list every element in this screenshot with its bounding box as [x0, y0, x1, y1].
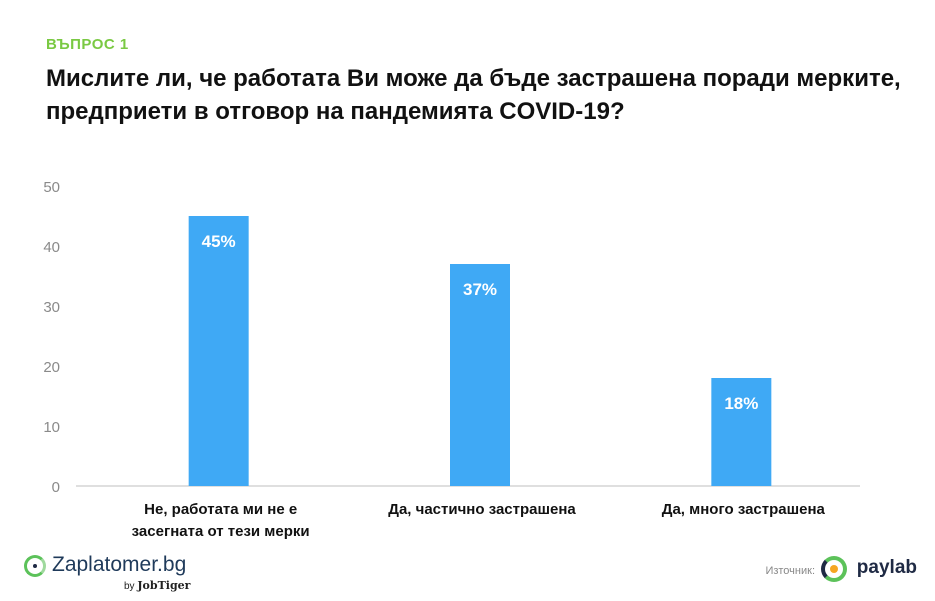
- y-tick-label: 0: [52, 479, 60, 496]
- bar: [188, 216, 249, 486]
- source-name[interactable]: paylab: [856, 557, 917, 578]
- brand-name: Zaplatomer.bg: [52, 553, 187, 576]
- x-tick-label: засегната от тези мерки: [132, 523, 310, 540]
- paylab-logo-icon: [821, 556, 847, 582]
- data-label: 37%: [463, 280, 497, 299]
- data-label: 45%: [202, 232, 236, 251]
- x-tick-label: Да, частично застрашена: [388, 501, 576, 518]
- source-attribution: Източник: paylab: [717, 556, 917, 586]
- brand-company: JobTiger: [137, 579, 191, 592]
- y-tick-label: 10: [43, 419, 60, 436]
- y-tick-label: 50: [43, 179, 60, 196]
- data-label: 18%: [724, 394, 758, 413]
- bar: [450, 264, 510, 486]
- question-kicker: ВЪПРОС 1: [46, 36, 129, 53]
- y-tick-label: 40: [43, 239, 60, 256]
- y-tick-label: 20: [43, 359, 60, 376]
- zaplatomer-logo-icon: [24, 555, 46, 577]
- source-label: Източник:: [765, 565, 815, 577]
- x-tick-label: Да, много застрашена: [662, 501, 826, 518]
- x-tick-label: Не, работата ми не е: [144, 501, 297, 518]
- bar: [711, 378, 772, 486]
- question-title: Мислите ли, че работата Ви може да бъде …: [46, 65, 901, 125]
- brand-byline: by JobTiger: [124, 579, 191, 592]
- y-tick-label: 30: [43, 299, 60, 316]
